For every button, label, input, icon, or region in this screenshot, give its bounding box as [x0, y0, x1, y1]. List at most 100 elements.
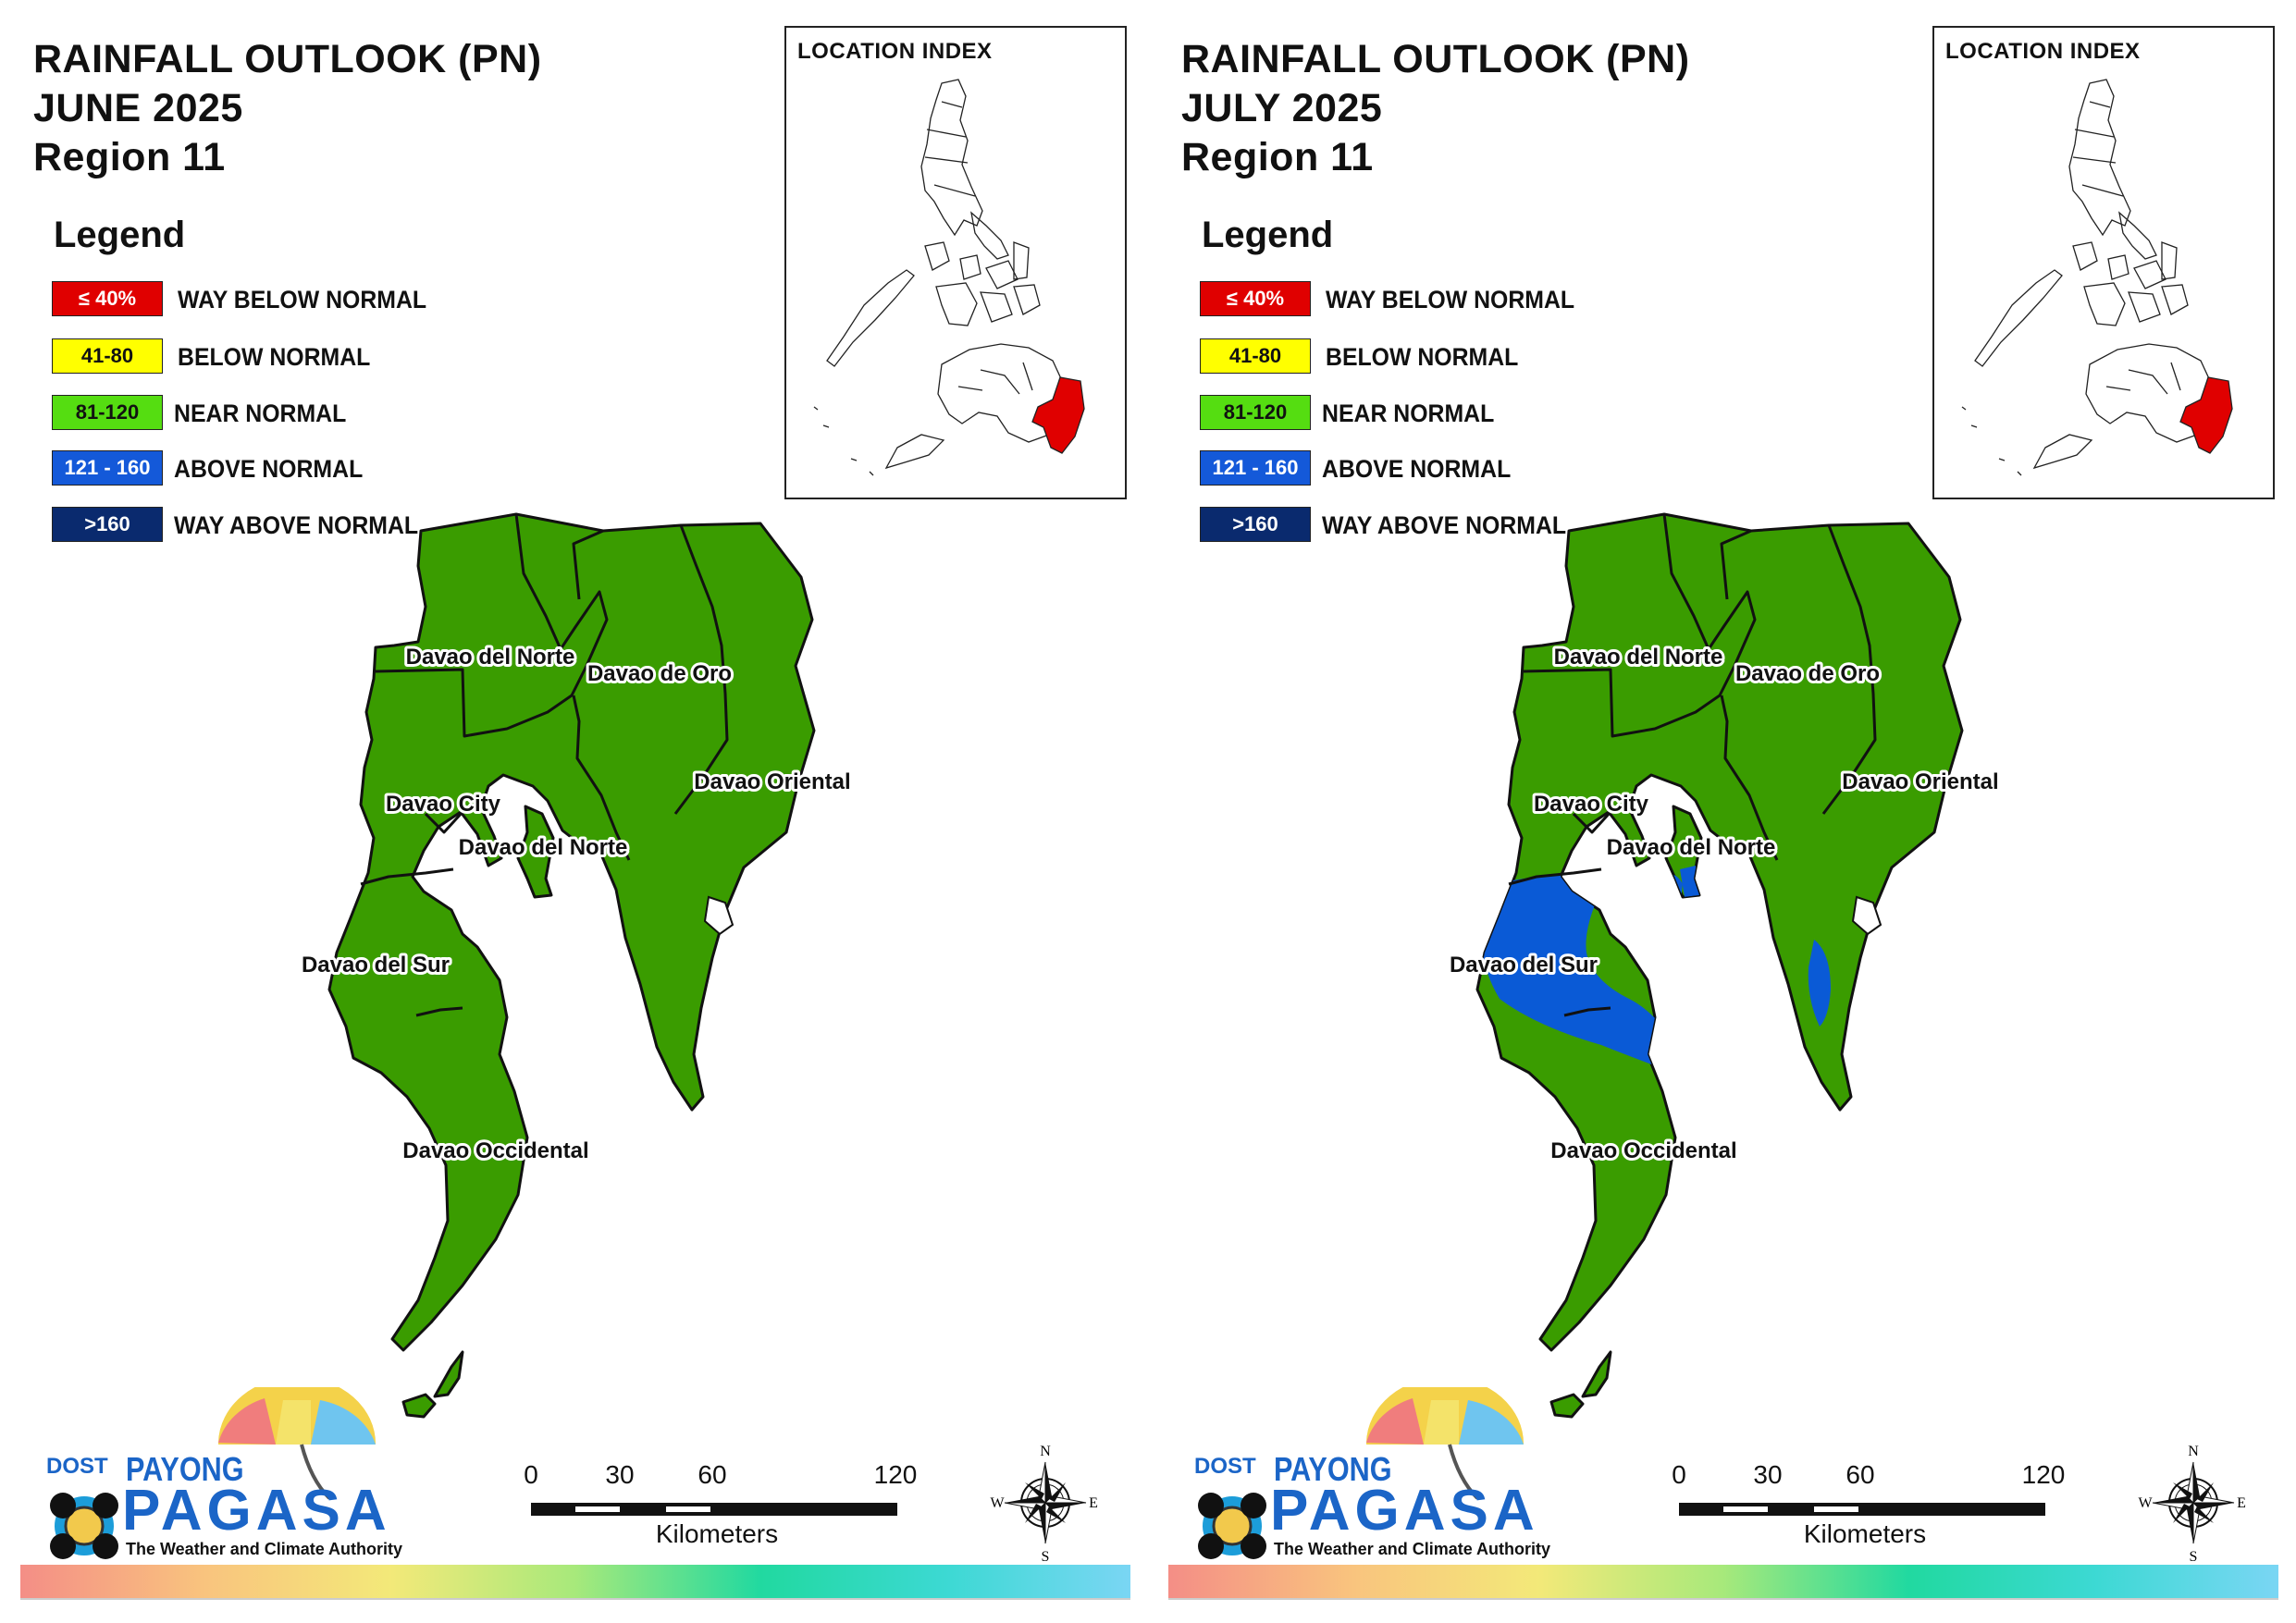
label-davao-oriental: Davao Oriental: [694, 769, 850, 794]
legend-swatch: ≤ 40%: [1200, 281, 1311, 316]
label-davao-occidental: Davao Occidental: [1550, 1138, 1736, 1163]
scale-unit: Kilometers: [1803, 1519, 1927, 1548]
scale-unit: Kilometers: [655, 1519, 779, 1548]
legend-swatch: 81-120: [52, 395, 163, 430]
legend-swatch: 41-80: [1200, 338, 1311, 374]
label-davao-del-sur: Davao del Sur: [302, 953, 450, 977]
umbrella-icon: [1198, 1387, 1524, 1559]
color-band: [1168, 1565, 2278, 1598]
dost-text: DOST: [1194, 1454, 1256, 1479]
region-11-map: Davao del Norte Davao de Oro Davao Orien…: [1447, 512, 2002, 1419]
compass-rose: N S E W: [2138, 1443, 2249, 1565]
divider: [1168, 1598, 2278, 1600]
label-davao-del-norte: Davao del Norte: [406, 645, 575, 670]
compass-w: W: [990, 1495, 1005, 1511]
label-davao-del-norte-2: Davao del Norte: [1607, 835, 1776, 860]
divider: [20, 1598, 1130, 1600]
location-index-title: LOCATION INDEX: [1945, 39, 2141, 64]
tagline: The Weather and Climate Authority: [1274, 1540, 1551, 1558]
legend-swatch: >160: [1200, 507, 1311, 542]
scale-tick: 30: [1753, 1460, 1783, 1489]
legend-label: WAY ABOVE NORMAL: [174, 511, 419, 539]
map-title-block: RAINFALL OUTLOOK (PN) JUNE 2025 Region 1…: [33, 35, 542, 182]
legend-swatch: 121 - 160: [1200, 450, 1311, 486]
location-index-inset: LOCATION INDEX: [1932, 26, 2275, 499]
legend-label: BELOW NORMAL: [178, 343, 371, 371]
scale-tick: 0: [524, 1460, 538, 1489]
region-11-highlight: [2179, 376, 2233, 454]
location-index-inset: LOCATION INDEX: [784, 26, 1127, 499]
legend-swatch: ≤ 40%: [52, 281, 163, 316]
label-davao-del-sur: Davao del Sur: [1450, 953, 1598, 977]
compass-s: S: [1042, 1549, 1050, 1563]
legend-title: Legend: [1202, 215, 1334, 255]
compass-n: N: [2188, 1444, 2199, 1459]
map-month: JULY 2025: [1181, 86, 1383, 130]
region-11-map: Davao del Norte Davao de Oro Davao Orien…: [299, 512, 854, 1419]
scale-bar: 0 30 60 120 Kilometers: [1666, 1457, 2082, 1568]
map-title: RAINFALL OUTLOOK (PN): [33, 37, 542, 81]
scale-bar-graphic: [1679, 1503, 2045, 1516]
payong-text: PAYONG: [1274, 1450, 1392, 1488]
label-davao-de-oro: Davao de Oro: [587, 661, 732, 686]
label-davao-city: Davao City: [1534, 792, 1649, 817]
label-davao-occidental: Davao Occidental: [402, 1138, 588, 1163]
scale-tick: 60: [697, 1460, 727, 1489]
compass-e: E: [2237, 1495, 2246, 1511]
label-davao-de-oro: Davao de Oro: [1735, 661, 1880, 686]
philippines-outline-map: [813, 79, 1085, 476]
umbrella-icon: [50, 1387, 376, 1559]
scale-tick: 120: [2021, 1460, 2066, 1489]
tagline: The Weather and Climate Authority: [126, 1540, 403, 1558]
pagasa-text: PAGASA: [122, 1479, 391, 1543]
compass-rose: N S E W: [990, 1443, 1101, 1565]
map-title-block: RAINFALL OUTLOOK (PN) JULY 2025 Region 1…: [1181, 35, 1690, 182]
legend-swatch: 121 - 160: [52, 450, 163, 486]
label-davao-oriental: Davao Oriental: [1842, 769, 1998, 794]
pagasa-text: PAGASA: [1270, 1479, 1539, 1543]
label-davao-del-norte-2: Davao del Norte: [459, 835, 628, 860]
label-davao-city: Davao City: [386, 792, 501, 817]
province-labels: Davao del Norte Davao de Oro Davao Orien…: [299, 642, 854, 1166]
map-region: Region 11: [33, 135, 226, 179]
compass-e: E: [1089, 1495, 1098, 1511]
compass-icon: N S E W: [990, 1444, 1098, 1565]
compass-n: N: [1040, 1444, 1051, 1459]
dost-text: DOST: [46, 1454, 108, 1479]
scale-tick: 30: [605, 1460, 635, 1489]
scale-bar-graphic: [531, 1503, 897, 1516]
scale-tick: 60: [1845, 1460, 1875, 1489]
legend-label: NEAR NORMAL: [174, 400, 347, 427]
legend-label: WAY BELOW NORMAL: [1326, 286, 1575, 314]
pagasa-logo: DOST PAYONG PAGASA The Weather and Clima…: [33, 1387, 402, 1563]
map-title: RAINFALL OUTLOOK (PN): [1181, 37, 1690, 81]
legend: Legend ≤ 40% WAY BELOW NORMAL 41-80 BELO…: [52, 215, 426, 542]
legend-title: Legend: [54, 215, 186, 255]
legend-swatch: 81-120: [1200, 395, 1311, 430]
color-band: [20, 1565, 1130, 1598]
scale-tick: 0: [1672, 1460, 1686, 1489]
outlook-panel-july: RAINFALL OUTLOOK (PN) JULY 2025 Region 1…: [1148, 0, 2296, 1623]
compass-icon: N S E W: [2138, 1444, 2246, 1565]
map-region: Region 11: [1181, 135, 1374, 179]
compass-w: W: [2138, 1495, 2153, 1511]
compass-s: S: [2190, 1549, 2198, 1563]
scale-bar: 0 30 60 120 Kilometers: [518, 1457, 934, 1568]
outlook-panel-june: RAINFALL OUTLOOK (PN) JUNE 2025 Region 1…: [20, 26, 1130, 1600]
legend-swatch: 41-80: [52, 338, 163, 374]
legend-label: ABOVE NORMAL: [174, 455, 364, 483]
label-davao-del-norte: Davao del Norte: [1554, 645, 1723, 670]
legend-swatch: >160: [52, 507, 163, 542]
legend-label: WAY ABOVE NORMAL: [1322, 511, 1567, 539]
legend-label: WAY BELOW NORMAL: [178, 286, 427, 314]
legend-label: BELOW NORMAL: [1326, 343, 1519, 371]
legend: Legend ≤ 40% WAY BELOW NORMAL 41-80 BELO…: [1200, 215, 1574, 542]
scale-tick: 120: [873, 1460, 918, 1489]
philippines-outline-map: [1961, 79, 2233, 476]
region-11-highlight: [1031, 376, 1085, 454]
map-month: JUNE 2025: [33, 86, 243, 130]
legend-label: NEAR NORMAL: [1322, 400, 1495, 427]
legend-label: ABOVE NORMAL: [1322, 455, 1512, 483]
pagasa-logo: DOST PAYONG PAGASA The Weather and Clima…: [1181, 1387, 1550, 1563]
location-index-title: LOCATION INDEX: [797, 39, 993, 64]
